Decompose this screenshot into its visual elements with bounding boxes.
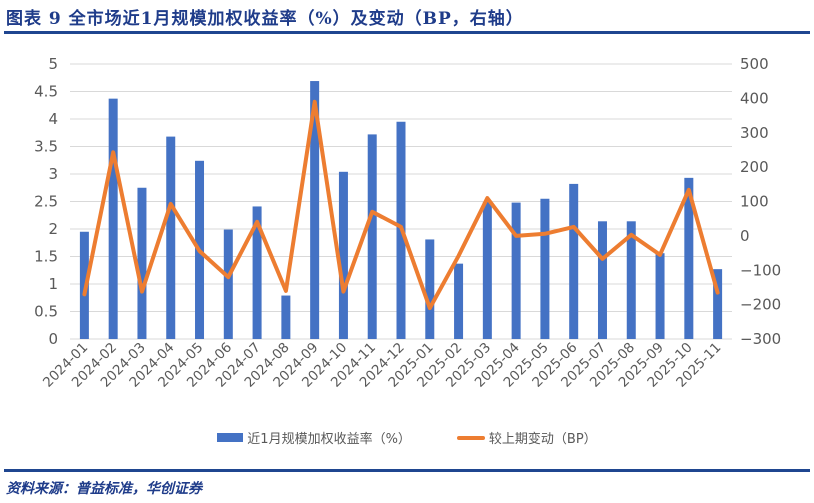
right-axis-tick: 200 [740,158,769,176]
yield-bar [367,134,377,339]
yield-bar [713,269,723,339]
line-swatch-icon [456,435,485,440]
yield-bar [597,221,607,339]
title-divider [4,31,810,34]
legend-label-yield: 近1月规模加权收益率（%） [247,432,411,447]
left-axis-tick: 0.5 [34,303,58,321]
right-axis-tick: 100 [740,193,769,211]
combo-chart: 0 0.5 1 1.5 2 2.5 3 3.5 4 4.5 5 −300 −200 −100 0 100 20… [34,55,781,391]
yield-bar [108,98,118,340]
yield-bar [166,136,176,339]
right-axis-tick: −300 [740,330,781,348]
right-axis-tick: 500 [740,55,769,73]
right-axis-tick: −200 [740,296,781,314]
left-axis-tick: 4 [48,110,58,128]
bar-swatch-icon [217,433,244,442]
yield-bar [338,171,348,339]
left-axis-tick: 1 [48,275,58,293]
yield-bar [540,198,550,339]
yield-bar [482,202,492,339]
yield-bar [223,229,233,339]
chart-legend: 近1月规模加权收益率（%） 较上期变动（BP） [0,428,814,447]
left-axis-tick: 1.5 [34,248,58,266]
legend-item-change: 较上期变动（BP） [456,428,597,447]
yield-bar [310,81,320,340]
x-axis-labels: 2024-012024-022024-032024-042024-052024-… [40,340,724,391]
right-axis-tick: −100 [740,261,781,279]
yield-bar [281,295,291,339]
line-series [82,99,720,311]
right-axis-tick: 0 [740,227,750,245]
yield-bar [626,221,636,339]
left-axis-tick: 5 [48,55,58,73]
yield-bar [684,177,694,339]
yield-bar [137,187,147,339]
source-note: 资料来源：普益标准，华创证券 [6,481,202,497]
legend-label-change: 较上期变动（BP） [488,432,597,447]
left-axis-ticks: 0 0.5 1 1.5 2 2.5 3 3.5 4 4.5 5 [34,55,58,348]
yield-bar [454,263,464,339]
chart-area: 0 0.5 1 1.5 2 2.5 3 3.5 4 4.5 5 −300 −200 −100 0 100 20… [10,40,803,463]
change-line [82,99,720,311]
left-axis-tick: 4.5 [34,83,58,101]
legend-item-yield: 近1月规模加权收益率（%） [217,428,411,447]
yield-bar [655,253,665,339]
left-axis-tick: 2.5 [34,193,58,211]
left-axis-tick: 2 [48,220,58,238]
yield-bar [252,206,262,339]
yield-bar [569,183,579,339]
figure-title: 图表 9 全市场近1月规模加权收益率（%）及变动（BP，右轴） [6,9,524,29]
source-divider [4,469,810,472]
left-axis-tick: 0 [48,330,58,348]
right-axis-tick: 300 [740,124,769,142]
right-axis-ticks: −300 −200 −100 0 100 200 300 400 500 [740,55,781,348]
left-axis-tick: 3 [48,165,58,183]
yield-bar [511,202,521,339]
left-axis-tick: 3.5 [34,138,58,156]
right-axis-tick: 400 [740,89,769,107]
yield-bar [425,239,435,339]
